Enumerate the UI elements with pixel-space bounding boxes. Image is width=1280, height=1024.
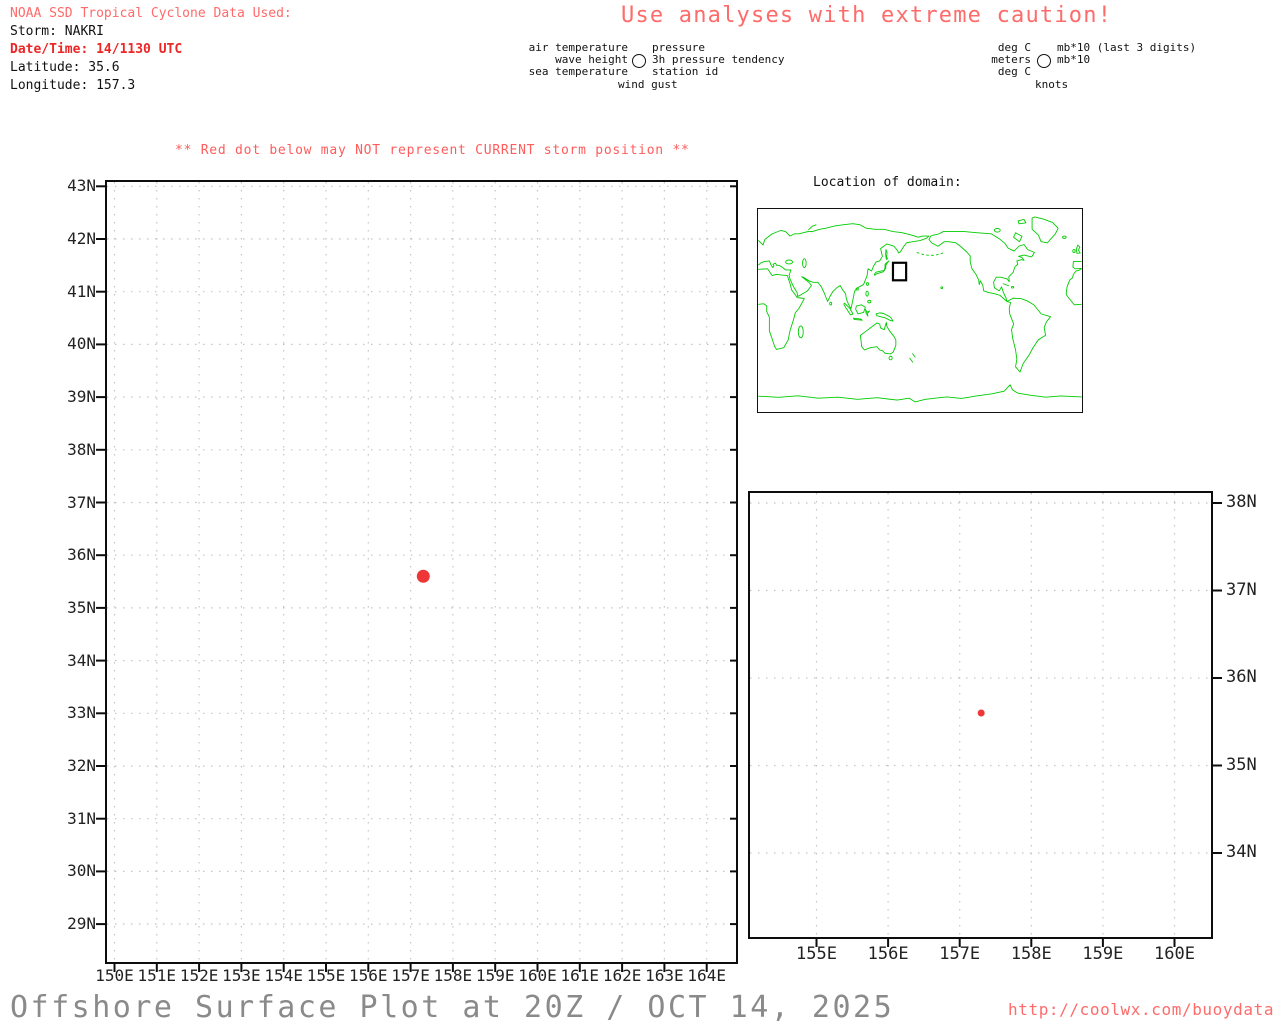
storm-position-dot [416,569,430,583]
lat-tick-label: 38N [67,439,96,459]
lat-tick-label: 34N [67,650,96,670]
storm-position-dot [977,709,985,717]
lat-tick-label: 43N [67,176,96,196]
lon-tick-label: 156E [867,944,909,964]
station-legend-station-id: station id [652,65,719,78]
source-url: http://coolwx.com/buoydata [1008,1000,1275,1019]
lat-tick-label: 32N [67,756,96,775]
lat-tick-label: 30N [67,861,96,881]
lat-tick-label: 42N [67,229,96,248]
units-model-circle-icon [1037,54,1051,68]
lon-tick-label: 160E [1154,944,1195,964]
lon-tick-label: 151E [137,966,177,985]
lat-tick-label: 40N [67,334,96,354]
lon-tick-label: 153E [222,966,261,985]
lon-tick-label: 156E [349,966,388,985]
storm-position-warning: ** Red dot below may NOT represent CURRE… [175,143,690,158]
units-legend-degc-1: deg C [997,41,1031,54]
lat-tick-label: 36N [1226,667,1257,687]
lat-tick-label: 36N [67,545,96,565]
domain-rectangle [891,261,908,282]
units-legend-degc-2: deg C [997,65,1031,78]
lon-tick-label: 155E [306,966,346,985]
lat-tick-label: 41N [67,281,96,301]
lat-tick-label: 38N [1226,492,1257,512]
units-legend-knots: knots [1035,78,1069,91]
lon-tick-label: 162E [602,966,642,985]
units-legend-mb10-last3: mb*10 (last 3 digits) [1057,41,1197,54]
lon-tick-label: 160E [518,966,557,985]
lat-tick-label: 37N [1226,579,1257,600]
units-legend-meters: meters [991,53,1031,66]
storm-longitude: Longitude: 157.3 [10,78,136,93]
station-legend-sea-temperature: sea temperature [528,65,628,78]
station-legend-pressure-tendency: 3h pressure tendency [652,53,785,66]
noaa-source-label: NOAA SSD Tropical Cyclone Data Used: [10,6,292,21]
storm-datetime: Date/Time: 14/1130 UTC [10,42,183,57]
lon-tick-label: 150E [95,966,134,985]
lon-tick-label: 152E [179,966,219,985]
lon-tick-label: 164E [687,966,726,985]
lon-tick-label: 158E [433,966,473,985]
lat-tick-label: 35N [1226,754,1257,775]
lon-tick-label: 157E [939,944,981,964]
lon-tick-label: 157E [391,966,430,985]
station-legend-wind-gust: wind gust [618,78,678,91]
station-legend-wave-height: wave height [555,53,628,66]
lat-tick-label: 29N [67,914,96,934]
lat-tick-label: 31N [67,808,96,828]
main-plot [96,180,738,972]
storm-name: Storm: NAKRI [10,24,104,39]
station-legend-air-temperature: air temperature [528,41,628,54]
station-legend-pressure: pressure [652,41,705,54]
lon-tick-label: 155E [796,944,837,964]
caution-headline: Use analyses with extreme caution! [621,3,1113,28]
page-title: Offshore Surface Plot at 20Z / OCT 14, 2… [10,990,895,1024]
lat-tick-label: 33N [67,703,96,723]
lon-tick-label: 159E [475,966,515,985]
world-map-svg [758,216,1082,403]
zoom-plot [748,491,1222,947]
station-model-circle-icon [632,54,646,68]
lon-tick-label: 158E [1010,944,1052,964]
locator-world-map [757,208,1083,413]
lat-tick-label: 39N [67,387,96,407]
storm-latitude: Latitude: 35.6 [10,60,120,75]
locator-map-title: Location of domain: [813,175,962,190]
lon-tick-label: 161E [560,966,600,985]
coastlines [758,216,1082,403]
units-legend-mb10: mb*10 [1057,53,1091,66]
lon-tick-label: 159E [1082,944,1124,964]
lat-tick-label: 35N [67,597,96,617]
lon-tick-label: 154E [264,966,303,985]
lat-tick-label: 34N [1226,842,1257,862]
lon-tick-label: 163E [645,966,684,985]
lat-tick-label: 37N [67,492,96,512]
